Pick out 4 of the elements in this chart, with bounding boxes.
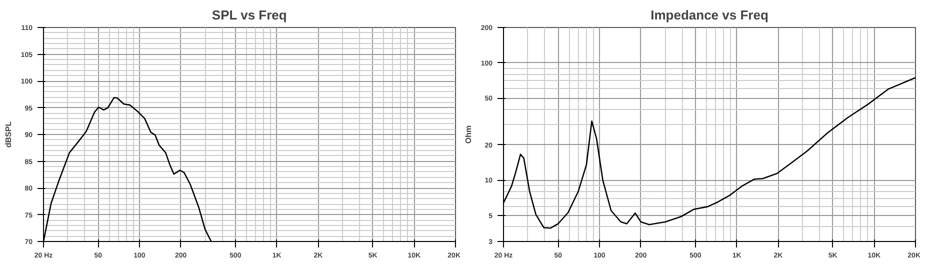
y-axis-title: dBSPL: [4, 121, 13, 148]
y-axis-title: Ohm: [464, 125, 473, 144]
chart-title: SPL vs Freq: [212, 8, 287, 22]
chart-title: Impedance vs Freq: [650, 8, 768, 22]
